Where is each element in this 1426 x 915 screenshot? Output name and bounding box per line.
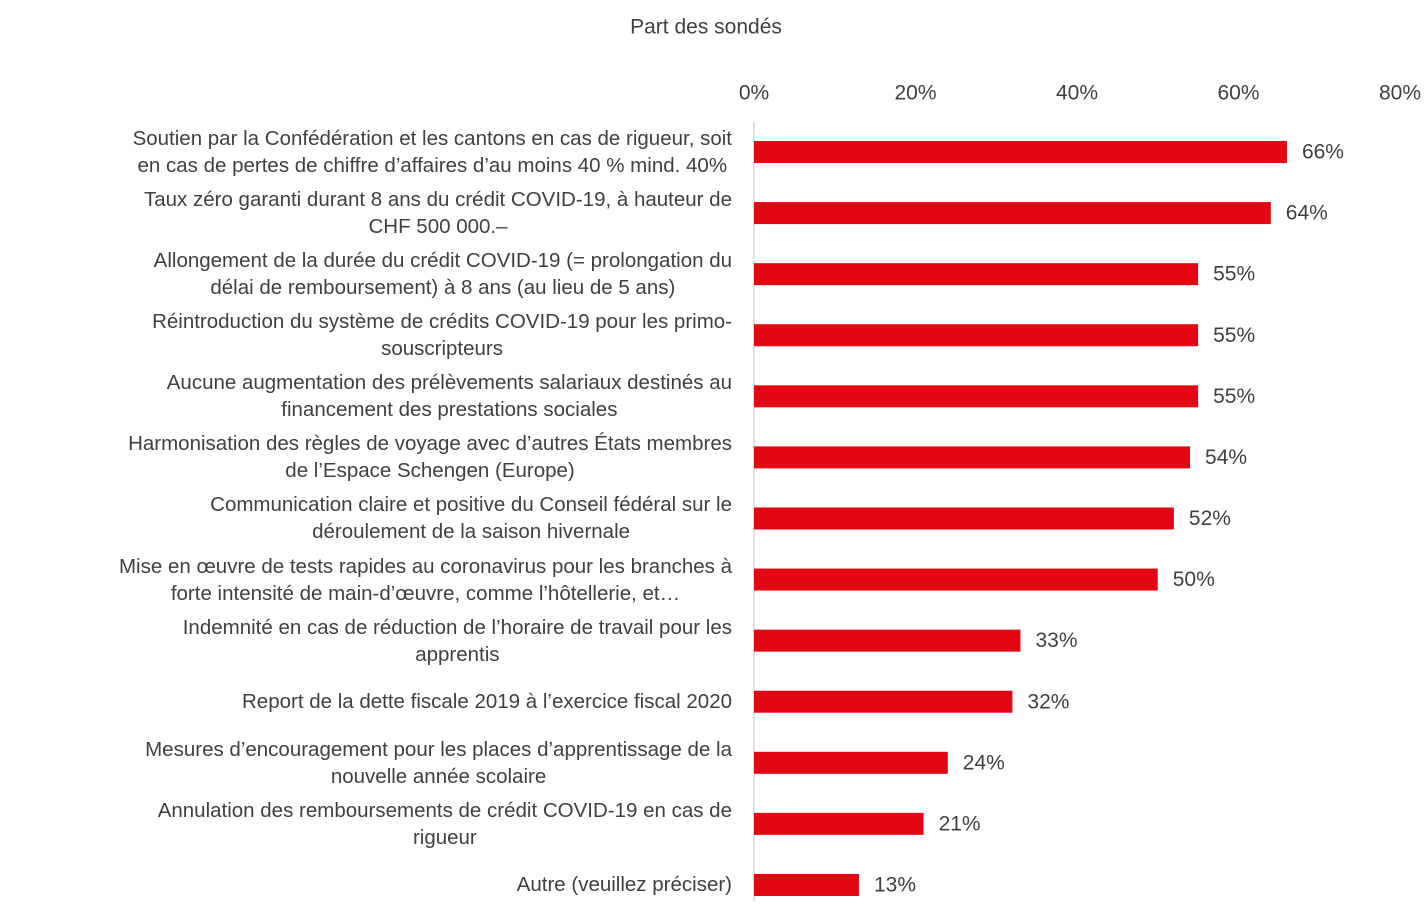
category-label-box: Report de la dette fiscale 2019 à l’exer… (0, 672, 732, 732)
bar (754, 202, 1271, 225)
category-label-box: Aucune augmentation des prélèvements sal… (0, 366, 732, 426)
value-label: 55% (1213, 324, 1255, 347)
value-label: 32% (1027, 690, 1069, 713)
category-label-box: Harmonisation des règles de voyage avec … (0, 427, 732, 487)
category-label: Mise en œuvre de tests rapides au corona… (118, 554, 732, 605)
bar (754, 507, 1174, 530)
category-label: Harmonisation des règles de voyage avec … (128, 432, 732, 483)
x-tick-label: 80% (1379, 82, 1421, 105)
category-label: Indemnité en cas de réduction de l’horai… (182, 615, 732, 666)
category-label: Aucune augmentation des prélèvements sal… (166, 371, 732, 422)
bar (754, 141, 1287, 163)
category-label-box: Taux zéro garanti durant 8 ans du crédit… (0, 183, 732, 243)
category-label-box: Autre (veuillez préciser) (0, 855, 732, 915)
category-label-box: Annulation des remboursements de crédit … (0, 794, 732, 854)
value-label: 13% (874, 874, 916, 897)
bar (754, 446, 1191, 469)
value-label: 55% (1213, 263, 1255, 286)
category-label: Autre (veuillez préciser) (516, 873, 732, 897)
x-tick-label: 60% (1217, 82, 1259, 105)
value-label: 66% (1302, 141, 1344, 164)
bar (754, 385, 1199, 408)
bar (754, 568, 1158, 591)
bar (754, 263, 1199, 286)
category-label: Taux zéro garanti durant 8 ans du crédit… (143, 188, 732, 239)
x-tick-label: 20% (894, 82, 936, 105)
category-label: Réintroduction du système de crédits COV… (152, 310, 732, 361)
bar (754, 873, 859, 896)
x-tick-label: 40% (1056, 82, 1098, 105)
category-label: Communication claire et positive du Cons… (210, 493, 732, 544)
bar (754, 751, 948, 774)
category-label: Annulation des remboursements de crédit … (157, 798, 732, 849)
category-label: Mesures d’encouragement pour les places … (145, 737, 732, 788)
category-label: Soutien par la Confédération et les cant… (132, 127, 732, 177)
value-label: 50% (1173, 568, 1215, 591)
x-tick-label: 0% (739, 82, 769, 105)
bar (754, 812, 924, 835)
bar (754, 690, 1013, 713)
value-label: 33% (1035, 629, 1077, 652)
category-label-box: Mesures d’encouragement pour les places … (0, 733, 732, 793)
category-label-box: Réintroduction du système de crédits COV… (0, 305, 732, 365)
value-label: 64% (1286, 202, 1328, 225)
bar (754, 324, 1199, 347)
category-label: Report de la dette fiscale 2019 à l’exer… (241, 690, 732, 714)
category-label-box: Mise en œuvre de tests rapides au corona… (0, 550, 732, 610)
category-label: Allongement de la durée du crédit COVID-… (153, 249, 732, 300)
bar (754, 629, 1021, 652)
value-label: 21% (939, 812, 981, 835)
value-label: 55% (1213, 385, 1255, 408)
category-label-box: Communication claire et positive du Cons… (0, 488, 732, 548)
category-label-box: Indemnité en cas de réduction de l’horai… (0, 611, 732, 671)
axis-title: Part des sondés (630, 16, 782, 39)
category-label-box: Soutien par la Confédération et les cant… (0, 122, 732, 182)
value-label: 52% (1189, 507, 1231, 530)
value-label: 24% (963, 751, 1005, 774)
value-label: 54% (1205, 446, 1247, 469)
category-label-box: Allongement de la durée du crédit COVID-… (0, 244, 732, 304)
